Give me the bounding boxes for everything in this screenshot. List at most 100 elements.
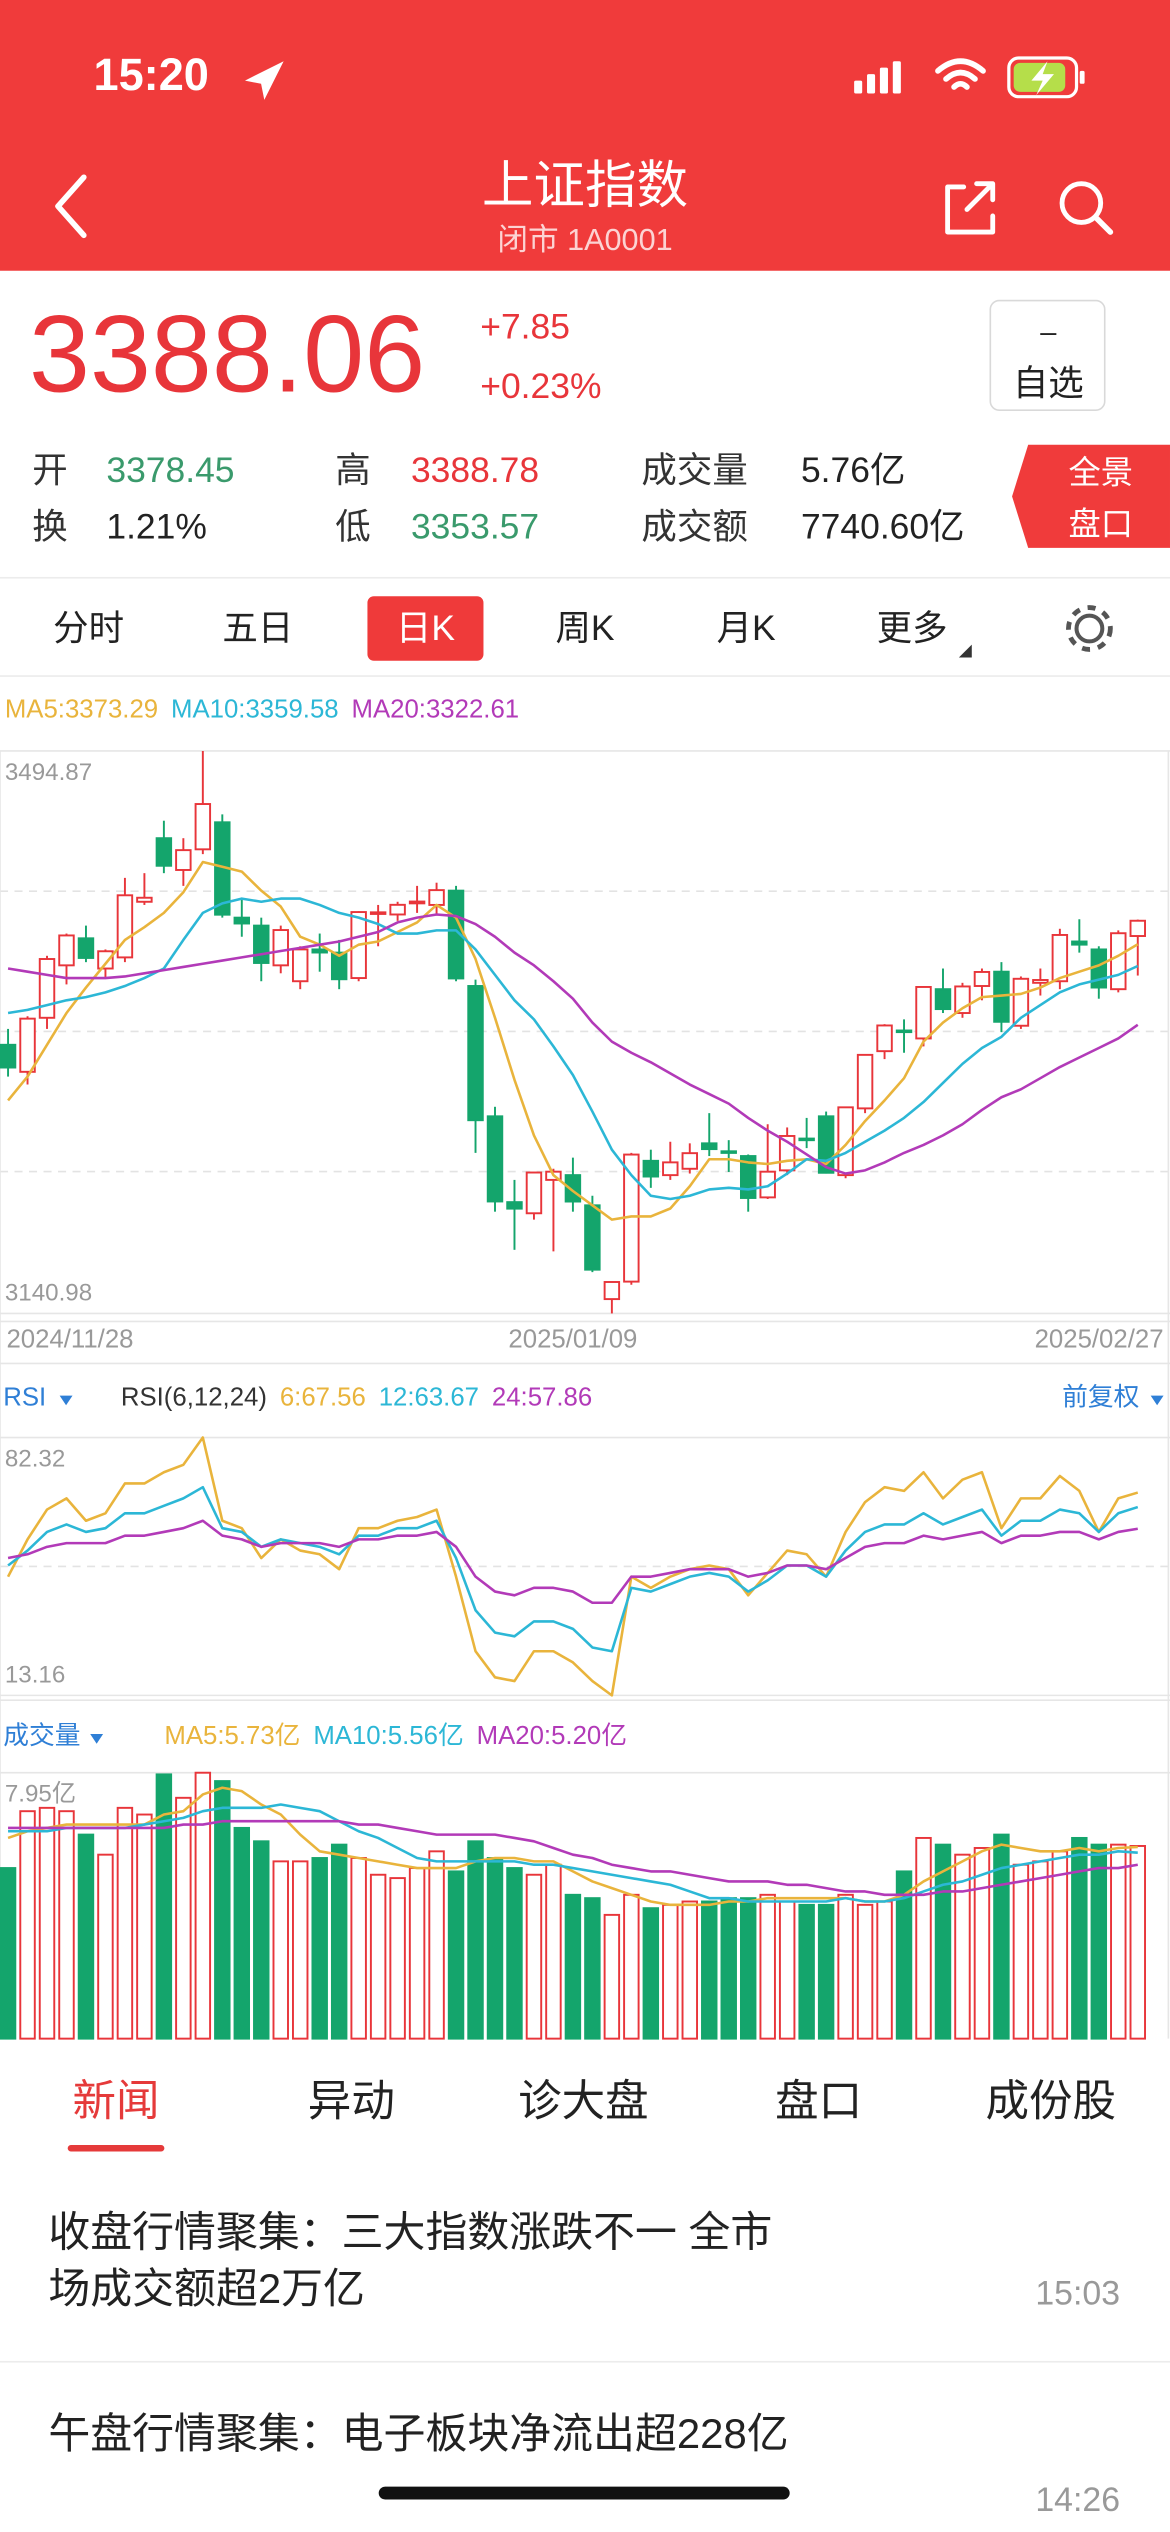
indicator-line: [7, 1519, 1138, 1605]
candle-body: [136, 896, 153, 903]
search-button[interactable]: [1059, 181, 1104, 225]
panorama-label: 全景: [1068, 456, 1133, 492]
volume-bar: [467, 1840, 484, 2040]
panorama-tag[interactable]: [0, 0, 1170, 580]
wifi-icon: [935, 58, 986, 90]
y-tick-label: 82.32: [5, 1445, 65, 1472]
news-tab[interactable]: 新闻: [72, 2077, 160, 2126]
news-tab[interactable]: 成份股: [985, 2077, 1117, 2126]
volume-bar: [233, 1826, 251, 2040]
price-change-pct: +0.23%: [480, 365, 602, 407]
volume-bar: [895, 1870, 913, 2040]
news-tab[interactable]: 诊大盘: [518, 2077, 649, 2126]
x-tick-label: 2025/02/27: [1035, 1326, 1164, 1354]
candle-body: [525, 1171, 543, 1215]
panel-title: 成交量: [3, 1721, 80, 1750]
period-tab[interactable]: 分时: [53, 607, 125, 648]
signal-bar: [854, 80, 863, 94]
volume-bar: [564, 1893, 582, 2040]
candle-body: [38, 958, 56, 1019]
top-bar: [0, 0, 1170, 271]
y-tick-label: 3140.98: [5, 1279, 92, 1306]
volume-bar: [214, 1780, 231, 2040]
volume-bar: [311, 1857, 328, 2040]
legend-label: 12:63.67: [379, 1384, 479, 1412]
candle-body: [330, 951, 348, 981]
candle-body: [311, 948, 328, 954]
volume-bar: [681, 1900, 698, 2040]
candle-body: [603, 1281, 621, 1301]
candle-body: [642, 1159, 660, 1178]
search-handle: [1093, 214, 1114, 235]
x-tick-label: 2025/01/09: [508, 1326, 637, 1354]
period-tab[interactable]: 月K: [716, 607, 776, 648]
candle-body: [798, 1137, 815, 1142]
indicator-line: [8, 1819, 1138, 1897]
panel-title: RSI: [3, 1384, 46, 1412]
candle-body: [369, 911, 387, 915]
x-tick-label: 2024/11/28: [6, 1326, 133, 1354]
stat-value: 3353.57: [410, 506, 540, 547]
volume-bar: [973, 1847, 991, 2040]
candle-body: [58, 934, 75, 967]
stat-label: 换: [32, 506, 68, 547]
news-tab-underline: [67, 2144, 165, 2152]
volume-bar: [1012, 1863, 1030, 2040]
candle-body: [1071, 940, 1088, 946]
page-subtitle: 闭市 1A0001: [497, 224, 673, 258]
stat-value: 7740.60亿: [800, 506, 965, 547]
volume-bar: [0, 1867, 17, 2040]
legend-label: MA5:5.73亿: [164, 1721, 300, 1750]
stat-value: 3378.45: [106, 449, 235, 490]
legend-label: MA20:3322.61: [352, 696, 520, 724]
period-tab[interactable]: 周K: [555, 607, 615, 648]
stat-value: 1.21%: [106, 506, 207, 547]
status-time: 15:20: [93, 49, 209, 100]
volume-bar: [136, 1813, 153, 2040]
news-tab[interactable]: 异动: [307, 2077, 395, 2126]
news-tab[interactable]: 盘口: [775, 2077, 863, 2126]
candle-body: [681, 1152, 698, 1170]
period-tab[interactable]: 日K: [395, 607, 456, 648]
candle-body: [739, 1155, 757, 1199]
candle-body: [253, 924, 270, 964]
volume-bar: [38, 1806, 56, 2040]
candle-body: [1110, 932, 1127, 991]
volume-bar: [77, 1833, 95, 2040]
battery-tip: [1079, 70, 1085, 84]
news-title[interactable]: 午盘行情聚集：电子板块净流出超228亿: [48, 2409, 789, 2458]
back-button[interactable]: [55, 174, 87, 239]
candle-body: [467, 985, 484, 1122]
status-icons: [55, 56, 1114, 239]
volume-bar: [584, 1897, 601, 2040]
volume-bar: [856, 1903, 874, 2040]
settings-button[interactable]: [1074, 613, 1105, 644]
news-title[interactable]: 收盘行情聚集：三大指数涨跌不一 全市: [48, 2207, 773, 2257]
volume-bar: [837, 1893, 854, 2040]
candle-body: [116, 894, 134, 959]
candle-body: [194, 803, 212, 851]
news-title[interactable]: 场成交额超2万亿: [48, 2264, 365, 2313]
charging-bolt: [1031, 61, 1054, 96]
volume-bar: [428, 1850, 445, 2040]
y-tick-label: 3494.87: [5, 759, 92, 786]
volume-bar: [642, 1907, 660, 2040]
volume-bar: [408, 1867, 426, 2040]
panorama-label: 盘口: [1068, 507, 1133, 544]
volume-bar: [759, 1893, 776, 2040]
settings-gear: [1066, 605, 1113, 652]
volume-bar: [155, 1773, 173, 2040]
candle-body: [233, 916, 251, 925]
share-button[interactable]: [945, 181, 996, 235]
watchlist-button[interactable]: [989, 299, 1106, 411]
candle-body: [934, 988, 952, 1011]
volume-bar: [58, 1810, 75, 2040]
candle-body: [1051, 934, 1069, 983]
candle-body: [19, 1017, 36, 1073]
indicator-line: [7, 913, 1139, 1175]
candle-body: [895, 1029, 913, 1034]
period-tab[interactable]: 更多: [876, 607, 948, 648]
adjust-label: 前复权: [1062, 1383, 1139, 1412]
period-tab[interactable]: 五日: [222, 607, 294, 648]
